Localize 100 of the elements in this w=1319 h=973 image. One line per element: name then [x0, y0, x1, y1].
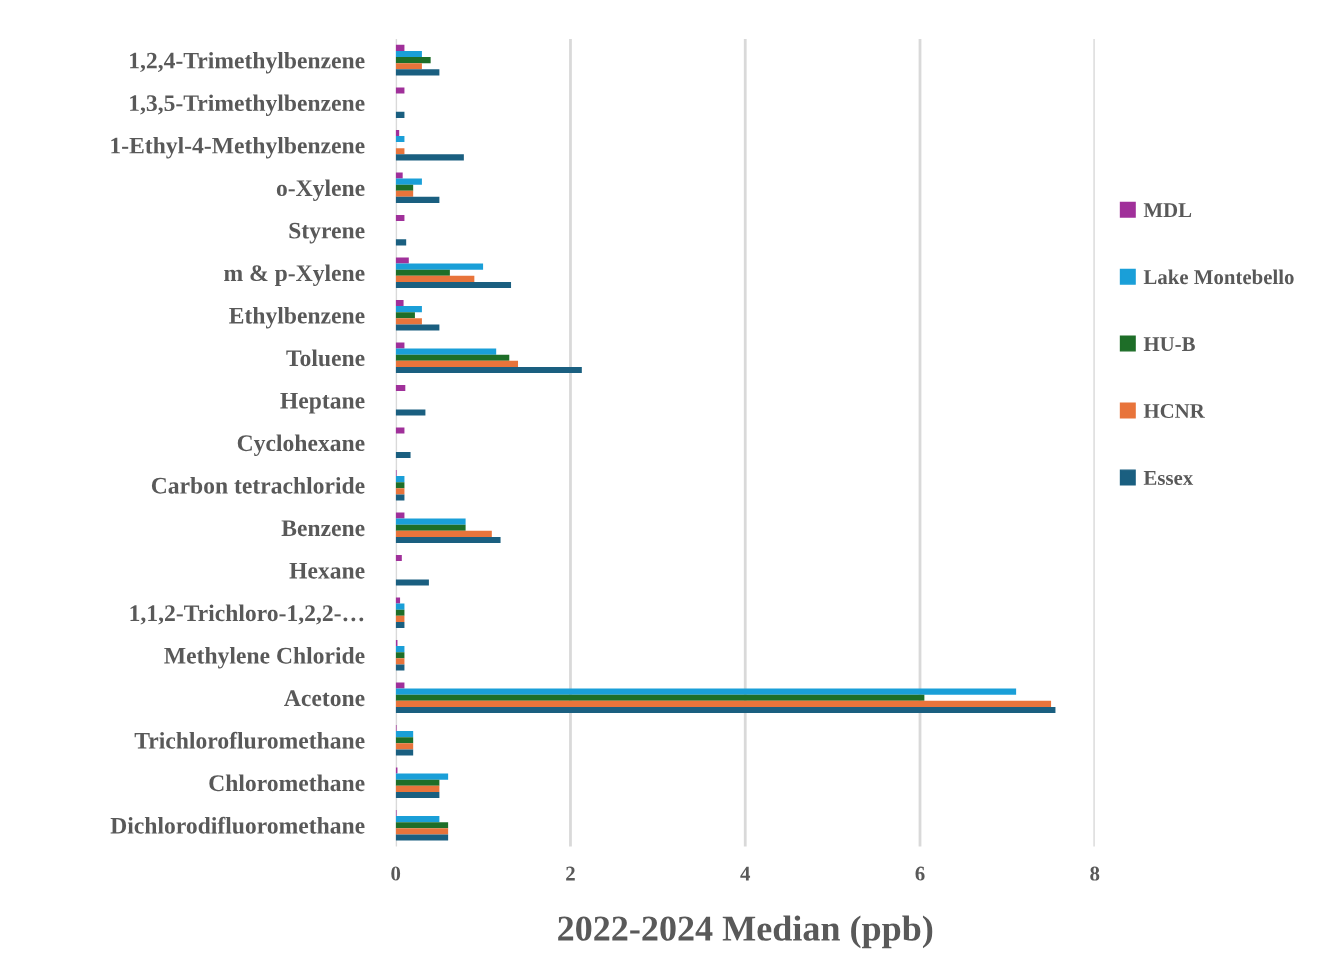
y-tick-label: Toluene	[286, 349, 365, 367]
bar	[395, 773, 449, 780]
bar	[395, 834, 449, 841]
bar	[395, 360, 519, 367]
bar	[395, 488, 405, 495]
bar	[395, 621, 405, 629]
bar	[395, 785, 440, 792]
bar	[395, 239, 407, 246]
y-tick-label: m & p-Xylene	[224, 264, 365, 286]
bar	[395, 214, 405, 222]
bar	[395, 597, 401, 604]
bar	[395, 190, 414, 197]
bar	[395, 791, 440, 799]
y-tick-label: Methylene Chloride	[164, 647, 365, 669]
bar	[395, 536, 501, 544]
bar	[395, 342, 405, 349]
y-tick-label: Ethylbenzene	[229, 307, 365, 329]
x-axis-title: 2022-2024 Median (ppb)	[558, 915, 933, 949]
bar	[395, 348, 497, 355]
x-tick-label: 2	[566, 866, 575, 881]
y-tick-label: Heptane	[280, 392, 365, 414]
bar	[395, 779, 440, 786]
bar	[395, 530, 492, 537]
bar	[395, 554, 402, 562]
bar	[395, 269, 450, 276]
legend-label: Lake Montebello	[1143, 269, 1294, 285]
x-tick-label: 8	[1090, 866, 1100, 881]
bar	[395, 664, 405, 671]
x-tick-label: 6	[915, 866, 925, 881]
y-tick-label: o-Xylene	[276, 179, 365, 201]
x-tick-label: 0	[391, 866, 401, 881]
bar	[395, 44, 405, 51]
y-tick-label: 1,2,4-Trimethylbenzene	[130, 51, 365, 74]
y-tick-label: Acetone	[284, 690, 365, 707]
bar	[395, 518, 466, 525]
bar	[395, 579, 429, 586]
bar	[395, 658, 405, 665]
bar	[395, 318, 422, 325]
bar	[395, 828, 449, 835]
bar	[395, 652, 405, 659]
x-tick-label: 4	[740, 866, 751, 881]
bar	[395, 700, 1052, 707]
bar	[395, 409, 426, 416]
bar	[395, 69, 440, 76]
bar	[395, 172, 403, 179]
y-tick-label: 1,3,5-Trimethylbenzene	[130, 94, 365, 116]
bar	[395, 749, 414, 756]
bar	[395, 263, 484, 270]
y-tick-label: 1,1,2-Trichloro-1,2,2-…	[130, 604, 364, 625]
bar	[395, 184, 414, 191]
bar	[395, 384, 406, 392]
bar	[395, 451, 411, 459]
bar	[395, 615, 405, 622]
bar	[395, 148, 405, 155]
bar	[395, 281, 512, 288]
bar	[395, 299, 404, 307]
bar	[395, 275, 475, 282]
bar	[395, 603, 405, 610]
y-tick-label: Benzene	[281, 520, 365, 537]
bar	[395, 822, 449, 829]
bar	[395, 136, 405, 143]
bar	[395, 178, 422, 185]
bar	[395, 688, 1017, 695]
bar	[395, 476, 405, 483]
bar	[395, 306, 422, 313]
bar	[395, 154, 464, 161]
bar	[395, 366, 582, 374]
bar	[395, 354, 510, 361]
bar	[395, 50, 422, 58]
y-tick-label: Cyclohexane	[237, 434, 365, 456]
bar	[395, 682, 405, 689]
bar	[395, 427, 405, 434]
y-tick-label: Trichlorofluromethane	[134, 731, 365, 749]
y-tick-label: Chloromethane	[209, 774, 365, 792]
legend-label: MDL	[1143, 203, 1192, 218]
bar	[395, 111, 405, 118]
bar	[395, 731, 414, 738]
bar	[395, 694, 925, 701]
y-tick-label: 1-Ethyl-4-Methylbenzene	[111, 136, 365, 159]
bar	[395, 737, 414, 744]
bar	[395, 63, 422, 70]
bar	[395, 324, 440, 331]
bar	[395, 646, 405, 653]
bar	[395, 816, 440, 823]
legend-label: HCNR	[1143, 404, 1205, 419]
bar	[395, 482, 405, 489]
bar	[395, 312, 415, 319]
bar	[395, 196, 440, 203]
y-tick-label: Carbon tetrachloride	[151, 477, 365, 494]
bar	[395, 87, 405, 94]
bar	[395, 494, 405, 501]
legend-label: HU-B	[1143, 337, 1195, 352]
y-tick-label: Dichlorodifluoromethane	[110, 816, 365, 834]
bar	[395, 57, 431, 64]
y-tick-label: Hexane	[289, 562, 365, 579]
bar	[395, 512, 405, 519]
y-tick-label: Styrene	[289, 222, 365, 244]
bar	[395, 257, 409, 264]
bar	[395, 743, 414, 750]
legend-label: Essex	[1143, 471, 1194, 485]
